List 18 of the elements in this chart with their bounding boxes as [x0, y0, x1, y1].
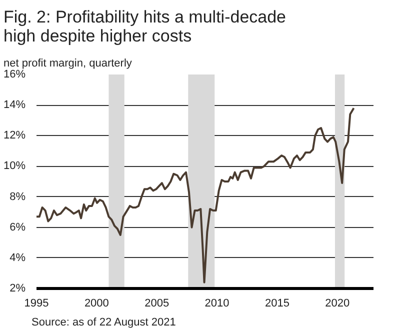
- y-tick-label: 6%: [10, 221, 26, 234]
- y-tick-label: 2%: [10, 282, 26, 294]
- chart-subtitle: net profit margin, quarterly: [4, 58, 132, 70]
- y-tick-label: 16%: [3, 68, 26, 80]
- x-tick-label: 2015: [264, 298, 290, 310]
- x-tick-label: 2000: [84, 298, 109, 310]
- x-tick-label: 1995: [24, 298, 49, 310]
- chart-title: Fig. 2: Profitability hits a multi-decade high despite higher costs: [4, 8, 286, 46]
- y-tick-label: 12%: [3, 130, 26, 142]
- x-tick-label: 2010: [204, 298, 230, 310]
- y-tick-label: 4%: [10, 252, 26, 264]
- x-tick-label: 2020: [325, 298, 350, 310]
- y-tick-label: 14%: [3, 99, 26, 112]
- x-tick-label: 2005: [144, 298, 170, 310]
- y-tick-label: 8%: [10, 190, 26, 203]
- y-tick-label: 10%: [3, 160, 26, 172]
- line-series: [36, 107, 355, 284]
- source-note: Source: as of 22 August 2021: [32, 316, 176, 328]
